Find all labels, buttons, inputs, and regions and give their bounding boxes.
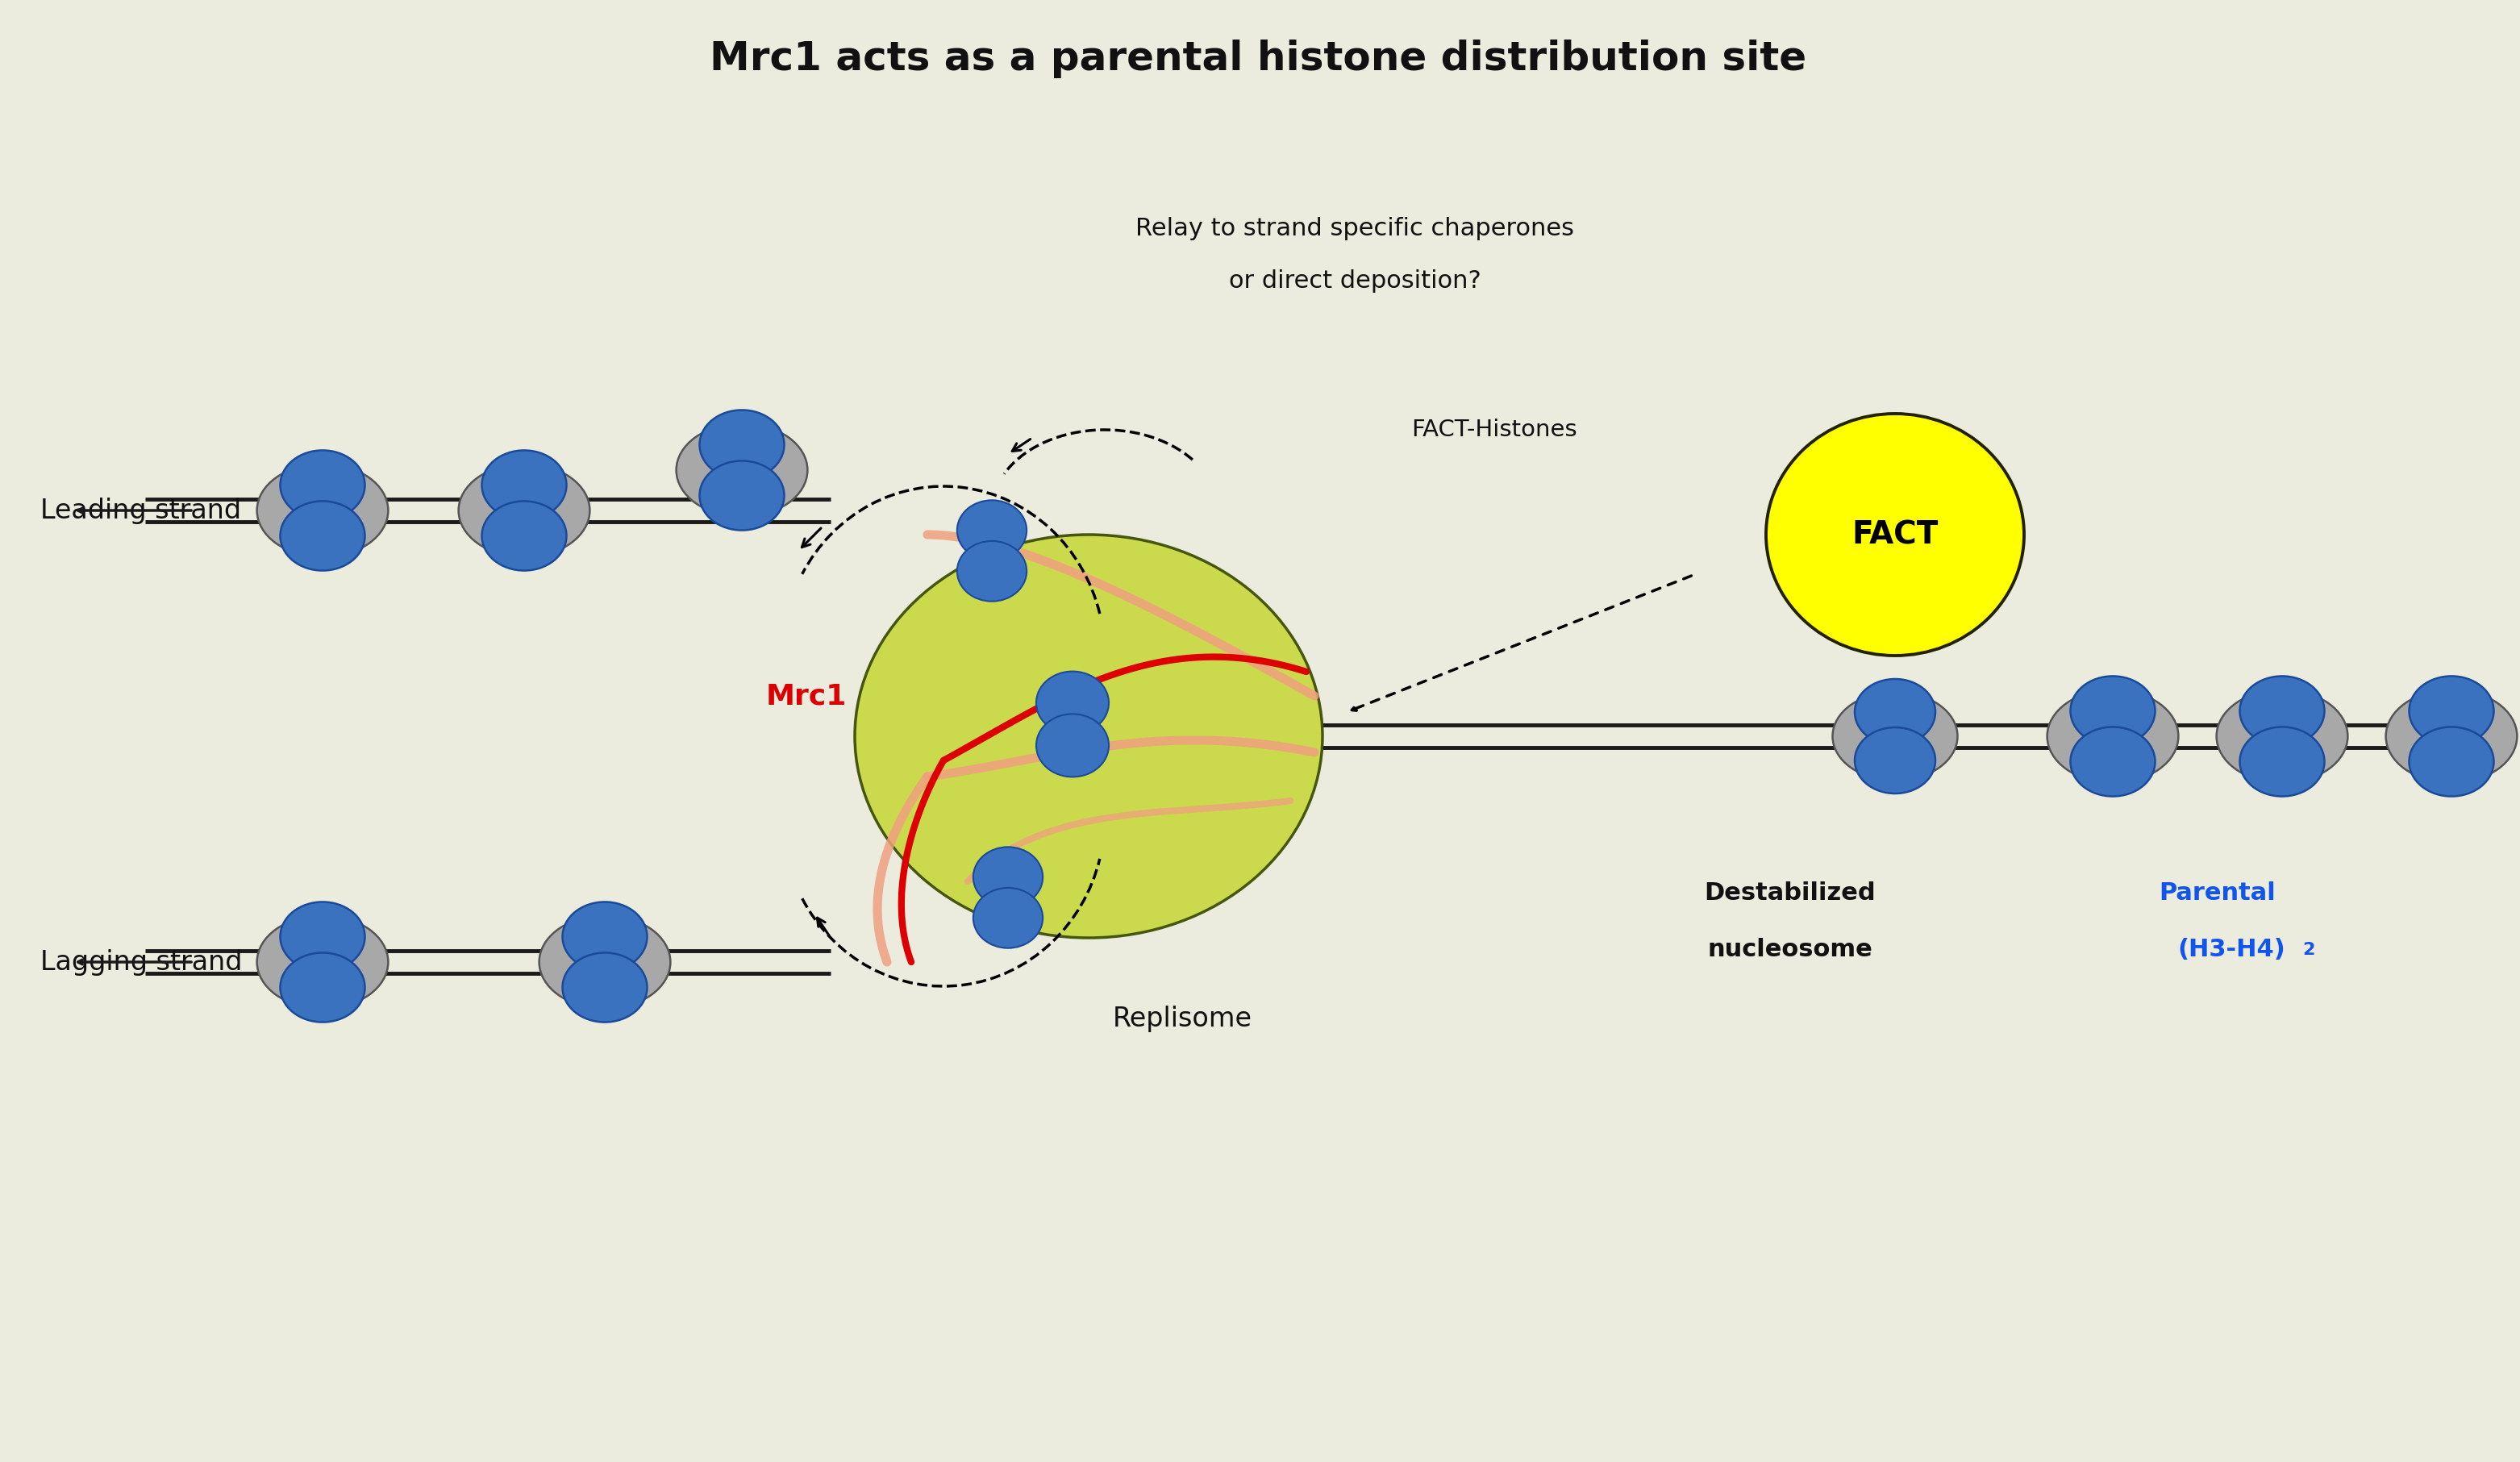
Ellipse shape bbox=[280, 953, 365, 1022]
Ellipse shape bbox=[854, 535, 1323, 937]
Ellipse shape bbox=[958, 541, 1026, 601]
Ellipse shape bbox=[280, 902, 365, 971]
Ellipse shape bbox=[1855, 678, 1935, 746]
Ellipse shape bbox=[257, 915, 388, 1009]
Text: (H3-H4): (H3-H4) bbox=[2177, 937, 2286, 961]
Ellipse shape bbox=[973, 887, 1043, 947]
Ellipse shape bbox=[1036, 671, 1109, 734]
Ellipse shape bbox=[2046, 690, 2177, 782]
Text: Lagging strand: Lagging strand bbox=[40, 949, 242, 975]
Text: Mrc1: Mrc1 bbox=[766, 683, 847, 709]
Ellipse shape bbox=[1036, 713, 1109, 776]
Ellipse shape bbox=[2409, 675, 2495, 746]
Ellipse shape bbox=[539, 915, 670, 1009]
Ellipse shape bbox=[481, 450, 567, 520]
Ellipse shape bbox=[2409, 727, 2495, 797]
Text: Leading strand: Leading strand bbox=[40, 497, 242, 523]
Ellipse shape bbox=[701, 409, 784, 480]
Ellipse shape bbox=[2071, 727, 2155, 797]
Ellipse shape bbox=[562, 902, 648, 971]
Text: or direct deposition?: or direct deposition? bbox=[1230, 269, 1482, 292]
Ellipse shape bbox=[2386, 690, 2517, 782]
Ellipse shape bbox=[257, 463, 388, 557]
Text: nucleosome: nucleosome bbox=[1709, 937, 1872, 961]
Ellipse shape bbox=[1855, 728, 1935, 794]
Ellipse shape bbox=[675, 424, 806, 516]
Text: Replisome: Replisome bbox=[1114, 1006, 1252, 1032]
Text: FACT: FACT bbox=[1852, 519, 1938, 550]
Ellipse shape bbox=[973, 846, 1043, 908]
Ellipse shape bbox=[1767, 414, 2024, 655]
Ellipse shape bbox=[481, 501, 567, 570]
Ellipse shape bbox=[2218, 690, 2349, 782]
Ellipse shape bbox=[2071, 675, 2155, 746]
Ellipse shape bbox=[1832, 692, 1958, 781]
Ellipse shape bbox=[280, 450, 365, 520]
Text: Relay to strand specific chaperones: Relay to strand specific chaperones bbox=[1137, 216, 1575, 240]
Ellipse shape bbox=[2240, 727, 2323, 797]
Ellipse shape bbox=[280, 501, 365, 570]
Text: FACT-Histones: FACT-Histones bbox=[1411, 418, 1578, 442]
Ellipse shape bbox=[701, 461, 784, 531]
Text: Mrc1 acts as a parental histone distribution site: Mrc1 acts as a parental histone distribu… bbox=[711, 39, 1807, 79]
Ellipse shape bbox=[958, 500, 1026, 560]
Text: 2: 2 bbox=[2303, 942, 2316, 958]
Text: Parental: Parental bbox=[2160, 882, 2276, 905]
Text: Destabilized: Destabilized bbox=[1704, 882, 1875, 905]
Ellipse shape bbox=[562, 953, 648, 1022]
Ellipse shape bbox=[2240, 675, 2323, 746]
Ellipse shape bbox=[459, 463, 590, 557]
